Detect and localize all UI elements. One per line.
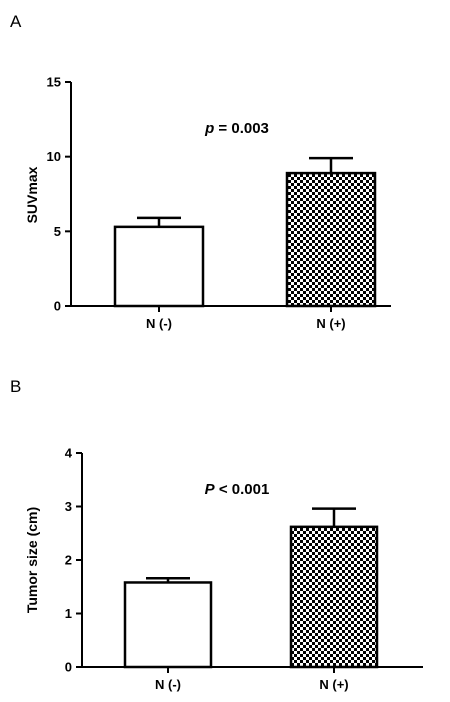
y-tick-label-a: 0 [54, 299, 61, 314]
y-tick-label-b: 0 [65, 660, 72, 675]
bar-b-n-neg [123, 581, 213, 669]
p-value-annotation-b: P < 0.001 [205, 481, 270, 498]
y-axis-title-b: Tumor size (cm) [24, 507, 40, 613]
p-value-text-b: < 0.001 [215, 481, 270, 498]
p-value-symbol-b: P [205, 481, 216, 498]
bars-a [113, 156, 377, 308]
y-tick-label-a: 10 [47, 149, 61, 164]
y-tick-label-b: 4 [65, 446, 73, 461]
panel-label-a: A [10, 12, 22, 31]
x-category-label-b: N (+) [319, 677, 348, 692]
y-tick-label-a: 15 [47, 75, 61, 90]
y-tick-label-a: 5 [54, 224, 61, 239]
chart-panel-b: B Tumor size (cm) P < 0.001 0 1 2 3 4 N (-) N … [10, 377, 423, 692]
panel-label-b: B [10, 377, 21, 396]
bar-a-n-pos [285, 171, 377, 308]
bars-b [123, 507, 379, 669]
p-value-text-a: = 0.003 [214, 120, 269, 137]
y-tick-label-b: 1 [65, 606, 72, 621]
x-category-label-a: N (+) [316, 316, 345, 331]
p-value-annotation-a: p = 0.003 [204, 120, 269, 137]
y-tick-label-b: 2 [65, 553, 72, 568]
y-tick-label-b: 3 [65, 499, 72, 514]
y-axis-title-a: SUVmax [24, 166, 40, 223]
x-category-label-b: N (-) [155, 677, 181, 692]
x-category-label-a: N (-) [146, 316, 172, 331]
bar-b-n-pos [289, 525, 379, 669]
p-value-symbol-a: p [204, 120, 214, 137]
bar-a-n-neg [113, 225, 205, 308]
chart-panel-a: A SUVmax p = 0.003 0 5 10 15 N (-) N (+) [10, 12, 391, 331]
